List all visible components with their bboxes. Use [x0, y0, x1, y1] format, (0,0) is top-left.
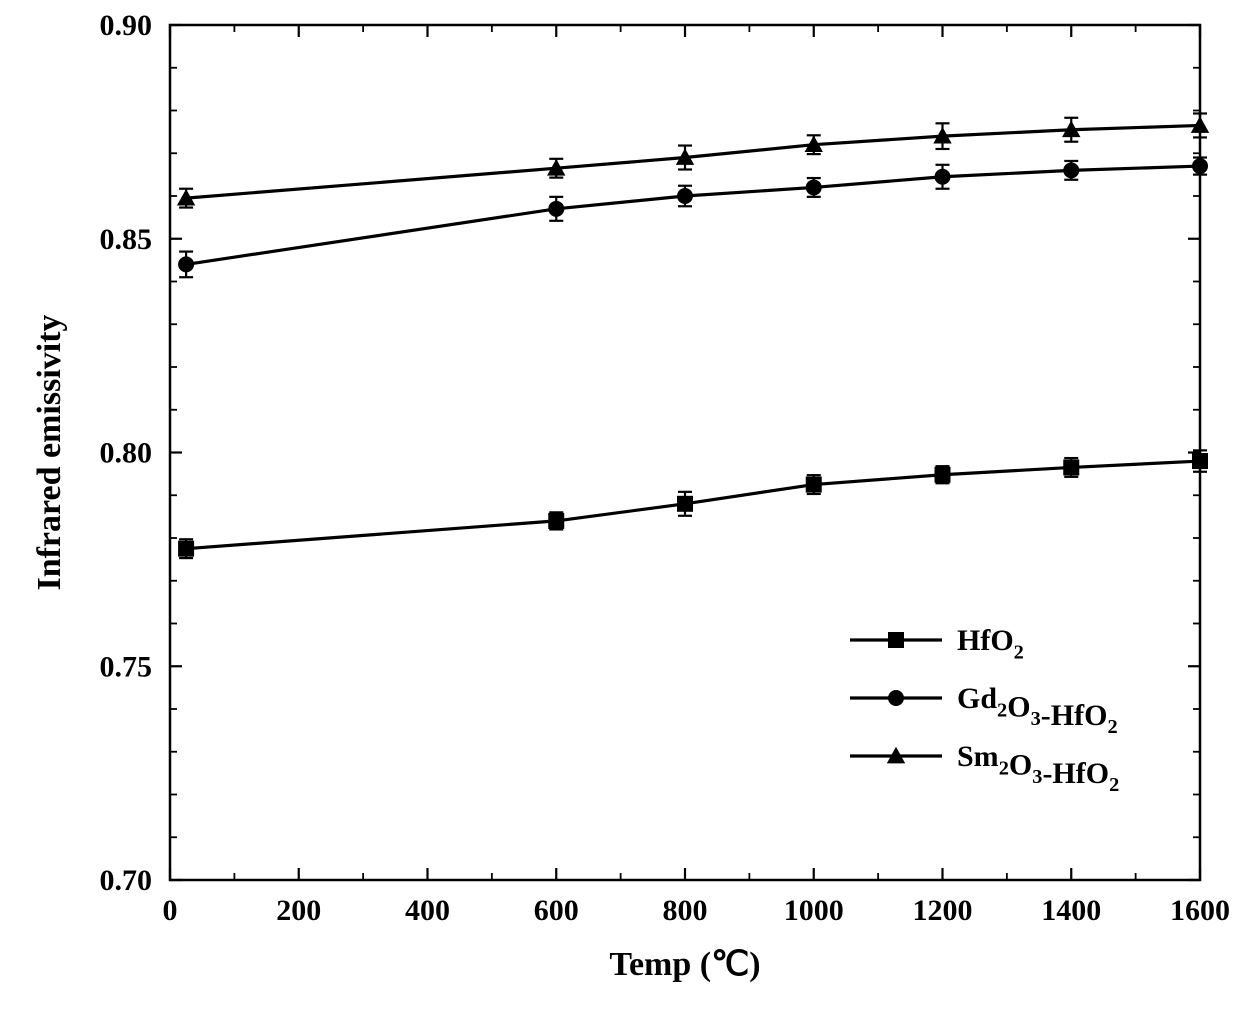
x-axis-label: Temp (℃)	[609, 946, 760, 983]
x-tick-label: 600	[534, 894, 579, 927]
x-tick-label: 800	[663, 894, 708, 927]
y-tick-label: 0.70	[100, 864, 153, 897]
x-tick-label: 400	[405, 894, 450, 927]
x-tick-label: 1400	[1041, 894, 1101, 927]
x-tick-label: 200	[276, 894, 321, 927]
y-axis-label: Infrared emissivity	[31, 314, 68, 590]
y-tick-label: 0.85	[100, 223, 153, 256]
y-tick-label: 0.90	[100, 9, 153, 42]
x-tick-label: 1000	[784, 894, 844, 927]
emissivity-chart: 0 200 400 600 800 1000 1200 1400 1600 0.70 0.75 0.8…	[0, 0, 1240, 1023]
chart-container: 0 200 400 600 800 1000 1200 1400 1600 0.70 0.75 0.8…	[0, 0, 1240, 1023]
y-tick-label: 0.80	[100, 437, 153, 470]
x-tick-label: 1200	[913, 894, 973, 927]
y-tick-label: 0.75	[100, 650, 153, 683]
x-tick-label: 1600	[1170, 894, 1230, 927]
x-tick-label: 0	[163, 894, 178, 927]
